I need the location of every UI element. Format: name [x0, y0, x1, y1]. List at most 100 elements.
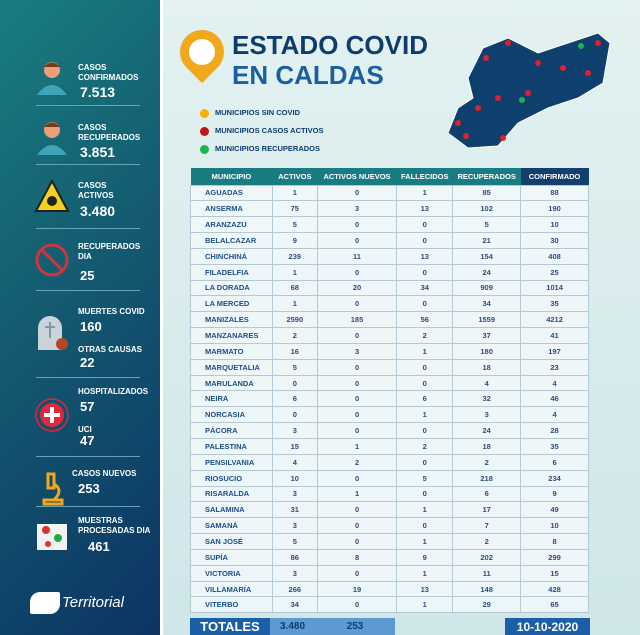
table-row: MARULANDA 0 0 0 4 4 [190, 374, 589, 392]
municipio-cell: MARULANDA [190, 374, 273, 392]
table-row: MARMATO 16 3 1 180 197 [190, 342, 589, 360]
map-marker [500, 135, 506, 141]
value-cell: 3 [271, 422, 318, 439]
value-cell: 75 [271, 200, 318, 218]
value-cell: 1 [396, 501, 454, 519]
label: RECUPERADOS [78, 133, 141, 142]
municipio-cell: MARQUETALIA [190, 358, 273, 376]
value-cell: 86 [271, 548, 318, 566]
municipio-cell: LA DORADA [190, 279, 273, 297]
medical-cross-icon [34, 397, 70, 433]
label: CASOS [78, 63, 107, 72]
map-marker [463, 133, 469, 139]
value-cell: 68 [271, 279, 318, 297]
samples-map-icon [34, 518, 70, 554]
value-cell: 218 [452, 469, 522, 487]
value-cell: 1 [271, 263, 318, 281]
value-cell: 3 [316, 342, 398, 360]
table-row: VICTORIA 3 0 1 11 15 [190, 564, 589, 582]
municipio-cell: MANZANARES [190, 327, 273, 344]
value-cell: 0 [396, 453, 454, 471]
table-row: NORCASIA 0 0 1 3 4 [190, 406, 589, 424]
value-cell: 0 [396, 517, 454, 535]
value-cell: 24 [452, 263, 522, 281]
value-cell: 0 [316, 232, 398, 249]
page-title: ESTADO COVID EN CALDAS [232, 30, 428, 90]
value: 3.851 [80, 144, 116, 160]
legend-label: MUNICIPIOS CASOS ACTIVOS [215, 126, 324, 135]
municipio-cell: NORCASIA [190, 406, 273, 424]
value-cell: 0 [316, 390, 398, 408]
value-cell: 34 [271, 596, 318, 614]
value-cell: 0 [396, 295, 454, 313]
value-cell: 5 [452, 216, 522, 234]
value-cell: 10 [520, 517, 589, 535]
title-line2: EN CALDAS [232, 60, 384, 90]
value-cell: 0 [316, 263, 398, 281]
municipio-cell: AGUADAS [190, 184, 273, 202]
value-cell: 2 [452, 453, 522, 471]
value: 160 [80, 319, 102, 334]
person-icon [34, 59, 70, 95]
value-cell: 1 [396, 342, 454, 360]
value-cell: 1 [396, 184, 454, 202]
totals-label: TOTALES [190, 618, 270, 635]
value-cell: 0 [316, 564, 398, 582]
table-row: MARQUETALIA 5 0 0 18 23 [190, 358, 589, 376]
value-cell: 8 [520, 533, 589, 550]
warning-virus-icon [34, 178, 70, 215]
value-cell: 28 [520, 422, 589, 439]
value-cell: 3 [271, 517, 318, 535]
value-cell: 1 [316, 485, 398, 503]
tombstone-icon [34, 314, 70, 350]
value-cell: 9 [520, 485, 589, 503]
table-row: SAN JOSÉ 5 0 1 2 8 [190, 533, 589, 550]
municipio-cell: FILADELFIA [190, 263, 273, 281]
value-cell: 18 [452, 358, 522, 376]
red-dot-icon [200, 126, 209, 136]
municipio-cell: CHINCHINÁ [190, 247, 273, 265]
table-row: VILLAMARÍA 266 19 13 148 428 [190, 580, 589, 598]
value-cell: 1 [316, 438, 398, 455]
table-row: ARANZAZU 5 0 0 5 10 [190, 216, 589, 234]
value-cell: 19 [316, 580, 398, 598]
value-cell: 0 [316, 406, 398, 424]
value-cell: 148 [452, 580, 522, 598]
value-cell: 9 [396, 548, 454, 566]
value-cell: 21 [452, 232, 522, 249]
value-cell: 0 [396, 358, 454, 376]
value-cell: 0 [316, 533, 398, 550]
municipio-cell: RIOSUCIO [190, 469, 273, 487]
map-marker [595, 40, 601, 46]
label: CASOS [78, 181, 107, 190]
value-cell: 49 [520, 501, 589, 519]
municipio-cell: MARMATO [190, 342, 273, 360]
value-cell: 0 [316, 517, 398, 535]
value-cell: 25 [520, 263, 589, 281]
table-row: FILADELFIA 1 0 0 24 25 [190, 263, 589, 281]
value-cell: 0 [316, 358, 398, 376]
value-cell: 8 [316, 548, 398, 566]
value-cell: 4 [452, 374, 522, 392]
value-cell: 6 [520, 453, 589, 471]
value-cell: 10 [271, 469, 318, 487]
table-row: SALAMINA 31 0 1 17 49 [190, 501, 589, 519]
value-cell: 88 [520, 184, 589, 202]
value-cell: 46 [520, 390, 589, 408]
value-cell: 1 [271, 295, 318, 313]
value-cell: 0 [396, 374, 454, 392]
value-cell: 24 [452, 422, 522, 439]
table-row: ANSERMA 75 3 13 102 190 [190, 200, 589, 218]
value-cell: 3 [271, 485, 318, 503]
value-cell: 0 [396, 485, 454, 503]
map-marker [455, 120, 461, 126]
value-cell: 31 [271, 501, 318, 519]
value-cell: 1 [396, 564, 454, 582]
value-cell: 1 [396, 406, 454, 424]
map-marker [505, 40, 511, 46]
label: PROCESADAS DIA [78, 526, 151, 535]
value-cell: 3 [316, 200, 398, 218]
value-cell: 2 [316, 453, 398, 471]
municipio-cell: BELALCAZAR [190, 232, 273, 249]
municipio-cell: VICTORIA [190, 564, 273, 582]
